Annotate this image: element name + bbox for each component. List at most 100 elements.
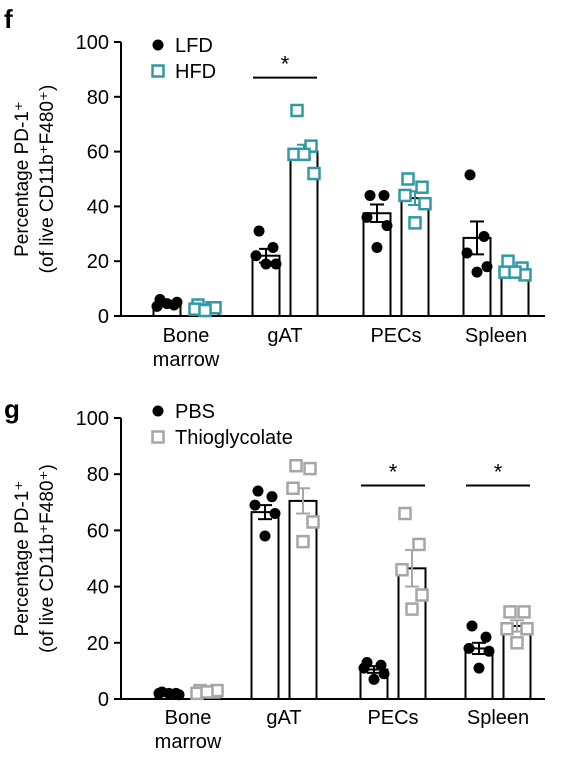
data-point <box>510 636 524 650</box>
data-point <box>412 537 426 552</box>
data-point <box>508 265 522 279</box>
data-point <box>306 515 320 529</box>
y-tick-label: 80 <box>87 464 109 486</box>
legend-marker <box>152 405 164 417</box>
data-point <box>520 622 534 636</box>
legend-label: PBS <box>175 401 215 423</box>
y-axis-label: Percentage PD-1⁺ (of live CD11b⁺F480⁺) <box>12 464 58 653</box>
data-point <box>253 225 265 237</box>
legend-marker <box>152 39 164 51</box>
data-point <box>269 508 281 520</box>
y-tick-label: 40 <box>87 577 109 599</box>
data-point <box>358 662 370 674</box>
data-point <box>368 673 380 685</box>
data-point <box>259 530 271 542</box>
x-tick-label: Bone marrow <box>155 707 222 753</box>
data-point <box>501 254 515 268</box>
data-point <box>161 298 173 310</box>
data-point <box>466 620 478 632</box>
data-point <box>471 266 483 278</box>
data-point <box>171 296 183 308</box>
data-point <box>173 689 185 701</box>
data-point <box>266 491 278 503</box>
panel-f-chart: 0 20 40 60 80 100 Percentage PD-1⁺ (of live CD1… <box>12 32 545 371</box>
x-tick-label: Bone marrow <box>153 325 220 371</box>
y-tick-label: 80 <box>87 87 109 109</box>
data-point <box>378 668 390 680</box>
legend-label: Thioglycolate <box>175 427 293 449</box>
data-point <box>307 166 321 181</box>
bar <box>288 499 318 700</box>
y-tick-label: 100 <box>76 32 109 54</box>
data-point <box>483 645 495 657</box>
data-point <box>473 662 485 674</box>
y-tick-label: 60 <box>87 142 109 164</box>
bar <box>400 197 430 317</box>
legend-marker <box>151 64 165 78</box>
y-axis-label: Percentage PD-1⁺ (of live CD11b⁺F480⁺) <box>12 85 58 274</box>
data-point <box>481 261 493 273</box>
data-point <box>200 685 214 699</box>
data-point <box>401 172 415 186</box>
data-point <box>405 602 419 616</box>
data-point <box>290 103 304 118</box>
x-tick-label: PECs <box>367 707 418 729</box>
data-point <box>270 258 282 270</box>
data-point <box>478 231 490 243</box>
data-point <box>398 188 412 203</box>
x-tick-label: gAT <box>266 707 301 729</box>
data-point <box>500 622 514 636</box>
legend-label: HFD <box>175 61 216 83</box>
data-point <box>198 303 212 318</box>
data-point <box>296 534 310 549</box>
data-point <box>260 258 272 270</box>
data-point <box>381 220 393 232</box>
significance-star: * <box>389 459 398 484</box>
data-point <box>408 216 422 230</box>
data-point <box>153 687 165 699</box>
x-tick-label: gAT <box>267 325 302 347</box>
data-point <box>286 481 300 495</box>
data-point <box>371 242 383 253</box>
data-point <box>361 211 373 223</box>
data-point <box>267 242 279 253</box>
legend-label: LFD <box>175 35 213 57</box>
significance-star: * <box>494 459 503 484</box>
data-point <box>252 485 264 497</box>
data-point <box>395 562 409 577</box>
y-tick-label: 0 <box>98 306 109 328</box>
data-point <box>398 506 412 521</box>
panel-label-f: f <box>4 4 13 34</box>
data-point <box>378 189 390 201</box>
data-point <box>517 605 531 619</box>
data-point <box>415 180 429 194</box>
x-tick-label: PECs <box>370 325 421 347</box>
y-tick-label: 100 <box>76 408 109 430</box>
data-point <box>303 461 317 476</box>
y-tick-label: 20 <box>87 633 109 655</box>
data-point <box>250 250 262 262</box>
y-tick-label: 0 <box>98 689 109 711</box>
data-point <box>304 139 318 153</box>
data-point <box>463 642 475 654</box>
data-point <box>461 247 473 259</box>
data-point <box>163 687 175 699</box>
panel-label-g: g <box>4 394 20 424</box>
data-point <box>415 588 429 602</box>
data-point <box>249 499 261 511</box>
y-tick-label: 60 <box>87 520 109 542</box>
bar <box>397 567 427 701</box>
x-tick-label: Spleen <box>467 707 529 729</box>
data-point <box>480 631 492 643</box>
data-point <box>375 659 387 671</box>
significance-star: * <box>281 52 290 77</box>
x-tick-label: Spleen <box>465 325 527 347</box>
panel-g-chart: 0 20 40 60 80 100 Percentage PD-1⁺ (of live CD1… <box>12 401 545 753</box>
y-tick-label: 20 <box>87 251 109 273</box>
data-point <box>503 605 517 619</box>
data-point <box>364 189 376 201</box>
y-tick-label: 40 <box>87 196 109 218</box>
data-point <box>151 300 163 312</box>
data-point <box>418 196 432 211</box>
